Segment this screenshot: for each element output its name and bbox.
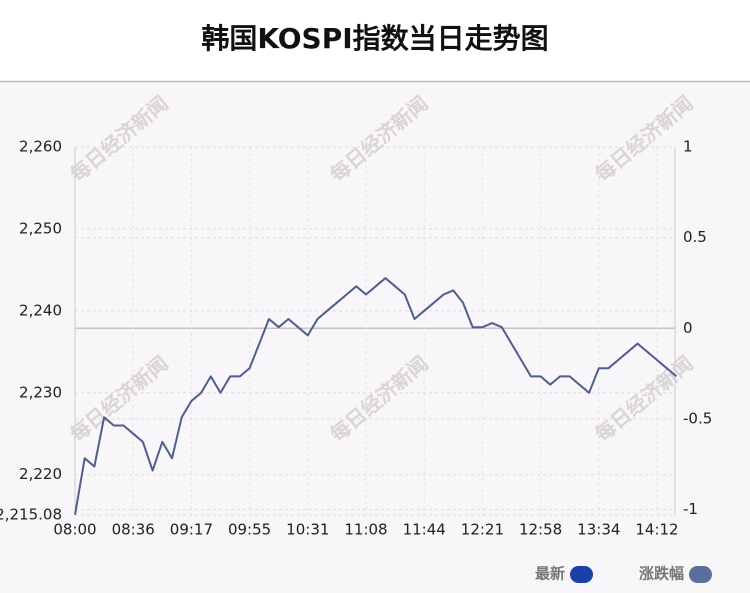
x-tick-label: 09:17 <box>170 521 213 539</box>
chart-title: 韩国KOSPI指数当日走势图 <box>201 22 548 55</box>
x-tick-label: 12:21 <box>461 521 504 539</box>
legend-label: 最新 <box>535 565 565 583</box>
watermark: 每日经济新闻 <box>325 91 432 187</box>
watermark: 每日经济新闻 <box>325 351 432 447</box>
x-tick-label: 09:55 <box>228 521 271 539</box>
legend-swatch <box>570 566 593 583</box>
y-tick-label: 2,260 <box>19 138 62 156</box>
legend-label: 涨跌幅 <box>639 565 684 583</box>
y-tick-label: 2,250 <box>19 219 62 237</box>
y-tick-label: 2,215.08 <box>0 506 62 524</box>
y-tick-label: 2,230 <box>19 383 62 401</box>
title-band <box>0 0 750 81</box>
y2-tick-label: 0.5 <box>683 228 707 246</box>
x-tick-label: 08:36 <box>112 521 155 539</box>
y-tick-label: 2,240 <box>19 301 62 319</box>
x-tick-label: 08:00 <box>53 521 96 539</box>
watermark: 每日经济新闻 <box>590 91 697 187</box>
y2-tick-label: 0 <box>683 319 693 337</box>
x-tick-label: 10:31 <box>286 521 329 539</box>
y2-tick-label: -1 <box>683 500 698 518</box>
x-tick-label: 13:34 <box>577 521 620 539</box>
watermark: 每日经济新闻 <box>65 351 172 447</box>
watermark: 每日经济新闻 <box>65 91 172 187</box>
y-tick-label: 2,220 <box>19 465 62 483</box>
x-tick-label: 11:08 <box>344 521 387 539</box>
x-tick-label: 12:58 <box>519 521 562 539</box>
y2-tick-label: -0.5 <box>683 409 712 427</box>
x-tick-label: 11:44 <box>403 521 446 539</box>
watermark: 每日经济新闻 <box>590 351 697 447</box>
y2-tick-label: 1 <box>683 138 693 156</box>
x-tick-label: 14:12 <box>635 521 678 539</box>
legend-swatch <box>689 566 712 583</box>
price-line <box>74 277 678 515</box>
